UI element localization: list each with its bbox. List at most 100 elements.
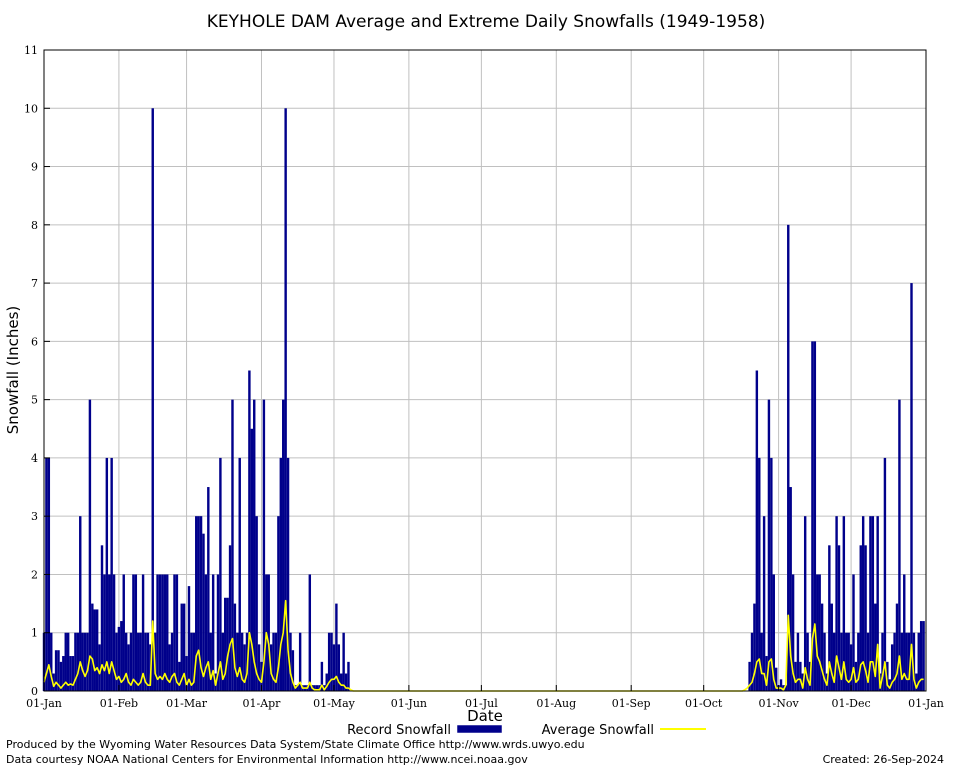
record-snowfall-bar — [886, 661, 889, 691]
record-snowfall-bar — [103, 574, 106, 691]
record-snowfall-bar — [830, 603, 833, 691]
record-snowfall-bar — [289, 632, 292, 691]
record-snowfall-bar — [344, 673, 348, 691]
record-snowfall-bar — [253, 399, 256, 691]
record-snowfall-bar — [146, 632, 150, 691]
record-snowfall-bar — [240, 632, 244, 691]
record-snowfall-bar — [330, 632, 333, 691]
record-snowfall-bar — [207, 487, 210, 691]
y-axis-label: Snowfall (Inches) — [4, 306, 22, 434]
record-snowfall-bar — [893, 632, 896, 691]
x-tick-label: 01-Jan — [908, 697, 944, 710]
record-snowfall-bar — [221, 632, 225, 691]
record-snowfall-bar — [219, 457, 222, 691]
record-snowfall-bar — [869, 516, 872, 691]
record-snowfall-bar — [895, 603, 899, 691]
average-snowfall-polyline — [43, 599, 924, 692]
record-snowfall-bar — [811, 341, 814, 691]
record-snowfall-bar — [796, 632, 800, 691]
record-snowfall-bar — [182, 603, 186, 691]
record-snowfall-bar — [163, 574, 167, 691]
record-snowfall-bar — [917, 632, 920, 691]
record-snowfall-bar — [69, 656, 72, 691]
record-snowfall-bar — [888, 679, 891, 691]
record-snowfall-bar — [803, 516, 807, 691]
record-snowfall-bar — [874, 603, 877, 691]
record-snowfall-bar — [190, 632, 193, 691]
record-snowfall-bar — [845, 632, 848, 691]
record-snowfall-bar — [120, 621, 123, 691]
record-snowfall-bar — [335, 603, 338, 691]
record-snowfall-bar — [59, 661, 63, 691]
record-snowfall-bar — [789, 487, 792, 691]
record-snowfall-bar — [108, 574, 111, 691]
record-snowfall-bar — [327, 632, 331, 691]
record-snowfall-bar — [170, 632, 174, 691]
record-snowfall-bar — [905, 632, 908, 691]
record-snowfall-bar — [296, 685, 299, 691]
record-snowfall-bar — [828, 545, 831, 691]
record-snowfall-bar — [81, 632, 84, 691]
record-snowfall-bar — [166, 574, 169, 691]
record-snowfall-bar — [262, 399, 266, 691]
record-snowfall-bar — [286, 457, 290, 691]
record-snowfall-bar — [320, 661, 324, 691]
record-snowfall-bar — [835, 516, 838, 691]
record-snowfall-bar — [787, 224, 790, 691]
record-snowfall-bar — [919, 621, 923, 691]
x-tick-label: 01-Feb — [100, 697, 138, 710]
record-snowfall-bar — [54, 650, 58, 691]
record-snowfall-bar — [83, 632, 87, 691]
record-snowfall-bar — [98, 644, 101, 691]
credit-line-1: Produced by the Wyoming Water Resources … — [6, 738, 585, 751]
record-snowfall-bar — [784, 685, 788, 691]
x-tick-label: 01-Apr — [242, 697, 281, 710]
record-snowfall-bar — [151, 108, 154, 691]
record-snowfall-bar — [881, 632, 884, 691]
record-snowfall-bar — [168, 644, 171, 691]
record-snowfall-bar — [832, 632, 836, 691]
record-snowfall-bar — [216, 574, 220, 691]
record-snowfall-bar — [112, 574, 116, 691]
record-snowfall-bar — [132, 574, 135, 691]
record-snowfall-bar — [66, 632, 70, 691]
created-date: Created: 26-Sep-2024 — [822, 753, 944, 766]
x-tick-label: 01-Jul — [465, 697, 498, 710]
record-snowfall-bar — [308, 574, 312, 691]
legend-average-label: Average Snowfall — [542, 723, 654, 738]
record-snowfall-bar — [864, 545, 867, 691]
record-snowfall-bar — [257, 644, 261, 691]
record-snowfall-bar — [340, 673, 343, 691]
record-snowfall-bar — [837, 545, 841, 691]
record-snowfall-bar — [267, 574, 270, 691]
record-snowfall-bar — [910, 283, 913, 691]
plot-frame — [43, 49, 927, 692]
record-snowfall-bar — [173, 574, 176, 691]
record-snowfall-bar — [110, 457, 113, 691]
record-snowfall-bar — [890, 644, 894, 691]
record-snowfall-bar — [100, 545, 104, 691]
record-snowfall-bar — [840, 632, 843, 691]
record-snowfall-bar — [794, 661, 797, 691]
record-snowfall-bar — [900, 632, 904, 691]
record-snowfall-bar — [204, 574, 208, 691]
record-snowfall-bar — [323, 685, 326, 691]
record-snowfall-bar — [180, 603, 183, 691]
record-snowfall-bar — [236, 632, 239, 691]
record-snowfall-bar — [755, 370, 759, 691]
record-snowfall-bar — [818, 574, 821, 691]
record-snowfall-bar — [124, 632, 128, 691]
legend: Record Snowfall Average Snowfall — [347, 723, 706, 738]
record-snowfall-bar — [772, 574, 775, 691]
record-snowfall-bar — [779, 679, 783, 691]
record-snowfall-bar — [284, 108, 287, 691]
x-tick-label: 01-Nov — [759, 697, 800, 710]
record-snowfall-bar — [88, 399, 92, 691]
y-tick-label: 6 — [31, 335, 38, 348]
record-snowfall-bar — [93, 609, 96, 691]
record-snowfall-bar — [291, 650, 295, 691]
record-snowfall-bar — [95, 609, 99, 691]
record-snowfall-bar — [767, 399, 771, 691]
record-snowfall-bar — [243, 644, 246, 691]
